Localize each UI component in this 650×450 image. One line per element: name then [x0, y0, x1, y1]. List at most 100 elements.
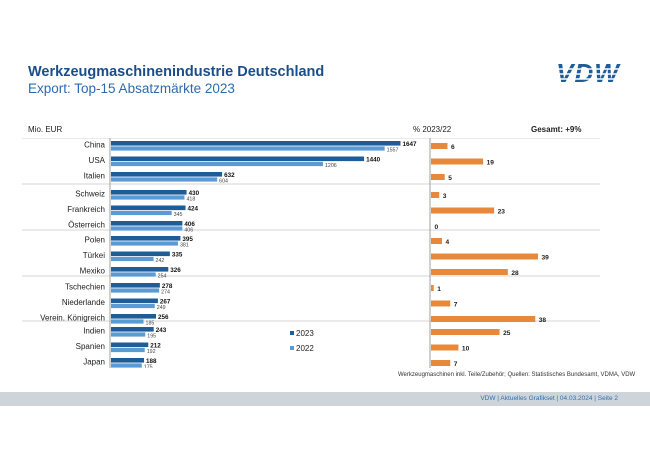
- value-label-2022: 345: [174, 212, 183, 218]
- legend-label-2022: 2022: [296, 344, 314, 353]
- bar-2023: [111, 236, 181, 241]
- pct-label: 39: [542, 254, 550, 261]
- bar-2022: [111, 272, 156, 277]
- value-label-2022: 406: [184, 227, 193, 233]
- bar-2023: [111, 172, 223, 177]
- pct-bar: [431, 329, 500, 335]
- pct-bar: [431, 238, 442, 244]
- value-label-2022: 418: [186, 196, 195, 202]
- value-label-2023: 395: [182, 236, 193, 243]
- pct-label: 6: [451, 144, 455, 151]
- pct-label: 10: [462, 345, 470, 352]
- total-change-label: Gesamt: +9%: [531, 125, 582, 134]
- pct-label: 3: [443, 193, 447, 200]
- value-label-2022: 249: [157, 305, 166, 311]
- value-label-2023: 1647: [402, 141, 417, 148]
- pct-bar: [431, 269, 508, 275]
- category-label: Indien: [83, 327, 105, 336]
- pct-label: 7: [454, 361, 458, 368]
- pct-label: 4: [445, 239, 449, 246]
- pct-label: 0: [435, 224, 439, 231]
- pct-bar: [431, 174, 445, 180]
- pct-bar: [431, 253, 538, 260]
- bar-2022: [111, 303, 155, 309]
- bar-2022: [111, 332, 146, 337]
- category-label: Türkei: [83, 251, 105, 260]
- bar-2023: [111, 251, 170, 257]
- value-label-2023: 335: [172, 251, 183, 258]
- pct-label: 25: [503, 330, 511, 337]
- value-label-2023: 243: [156, 327, 167, 334]
- legend-swatch-2022: [290, 346, 294, 350]
- value-label-2022: 195: [147, 333, 156, 339]
- bar-2023: [111, 141, 401, 146]
- footer-text: VDW | Aktuelles Grafikset | 04.03.2024 |…: [480, 395, 618, 402]
- bar-2022: [111, 241, 178, 246]
- value-label-2022: 242: [156, 258, 165, 264]
- category-label: Frankreich: [67, 205, 105, 214]
- pct-bar: [431, 207, 495, 214]
- category-label: Japan: [83, 358, 105, 367]
- category-label: Schweiz: [75, 190, 105, 199]
- bar-2023: [111, 190, 187, 195]
- category-label: USA: [89, 156, 106, 165]
- pct-bar: [431, 360, 451, 366]
- value-label-2022: 1206: [325, 163, 337, 169]
- vdw-logo: VDW: [550, 60, 626, 88]
- value-label-2023: 424: [188, 205, 199, 212]
- footnote: Werkzeugmaschinen inkl. Teile/Zubehör; Q…: [398, 372, 636, 378]
- bar-2022: [111, 288, 160, 293]
- bar-2023: [111, 267, 169, 272]
- value-label-2022: 274: [161, 289, 170, 295]
- bar-2022: [111, 146, 385, 151]
- value-label-2023: 188: [146, 358, 157, 365]
- legend-label-2023: 2023: [296, 329, 314, 338]
- chart-title: Werkzeugmaschinenindustrie Deutschland: [28, 64, 325, 80]
- bar-2023: [111, 283, 160, 288]
- pct-label: 23: [498, 208, 506, 215]
- value-label-2022: 254: [158, 273, 167, 279]
- bar-2023: [111, 314, 156, 319]
- pct-bar: [431, 344, 459, 351]
- category-label: Mexiko: [80, 267, 106, 276]
- value-label-2022: 175: [144, 364, 153, 368]
- value-label-2023: 267: [160, 298, 171, 305]
- bar-2023: [111, 156, 365, 162]
- value-label-2023: 632: [224, 172, 235, 179]
- bar-2022: [111, 319, 144, 324]
- value-label-2023: 212: [150, 342, 161, 349]
- category-label: Polen: [85, 236, 105, 245]
- pct-bar: [431, 158, 484, 165]
- category-label: Italien: [84, 172, 105, 181]
- legend-swatch-2023: [290, 331, 294, 335]
- value-label-2023: 1440: [366, 156, 381, 163]
- category-label: China: [84, 141, 105, 150]
- pct-column-label: % 2023/22: [413, 125, 452, 134]
- value-label-2023: 326: [170, 267, 181, 274]
- bar-2022: [111, 226, 183, 231]
- bar-2023: [111, 327, 154, 332]
- bar-2022: [111, 363, 142, 368]
- bar-2023: [111, 342, 149, 348]
- unit-label: Mio. EUR: [28, 125, 63, 134]
- pct-label: 1: [437, 286, 441, 293]
- bar-2022: [111, 210, 172, 216]
- pct-label: 7: [454, 301, 458, 308]
- bar-2023: [111, 221, 183, 226]
- value-label-2022: 1557: [387, 147, 399, 153]
- value-label-2023: 406: [184, 221, 195, 228]
- chart-subtitle: Export: Top-15 Absatzmärkte 2023: [28, 81, 235, 96]
- bar-2022: [111, 256, 154, 262]
- pct-label: 38: [539, 317, 547, 324]
- value-label-2023: 430: [189, 190, 200, 197]
- bar-2022: [111, 347, 145, 353]
- pct-bar: [431, 316, 536, 322]
- pct-label: 5: [448, 175, 452, 182]
- pct-bar: [431, 192, 440, 198]
- category-label: Tschechien: [65, 283, 105, 292]
- value-label-2022: 192: [147, 349, 156, 355]
- category-label: Österreich: [68, 221, 105, 230]
- value-label-2023: 278: [162, 283, 173, 290]
- bar-2023: [111, 298, 158, 304]
